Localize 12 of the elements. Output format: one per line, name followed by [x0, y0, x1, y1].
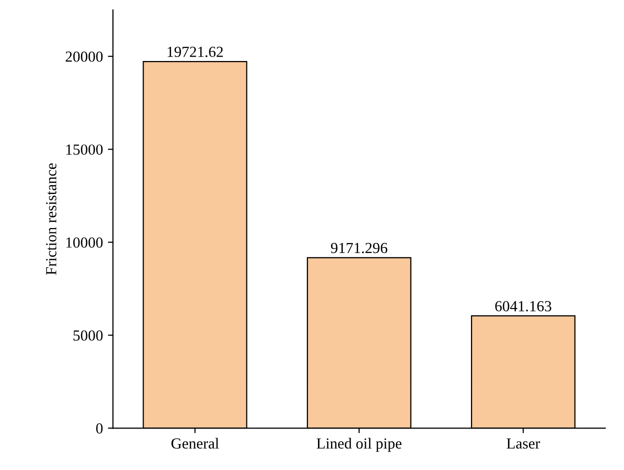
- data-label: 19721.62: [168, 46, 223, 58]
- data-label: 9171.296: [330, 242, 388, 254]
- y-axis-title: Friction resistance: [46, 163, 56, 275]
- data-label: 6041.163: [495, 301, 552, 312]
- y-tick-label: 0: [96, 423, 103, 434]
- y-tick-label: 20000: [66, 51, 103, 62]
- y-tick-label: 15000: [66, 144, 103, 155]
- y-tick-label: 5000: [74, 330, 103, 341]
- x-tick-label: Lined oil pipe: [316, 438, 402, 452]
- x-tick-label: Laser: [506, 438, 540, 449]
- y-tick-label: 10000: [66, 237, 103, 248]
- x-tick-label: General: [171, 438, 219, 449]
